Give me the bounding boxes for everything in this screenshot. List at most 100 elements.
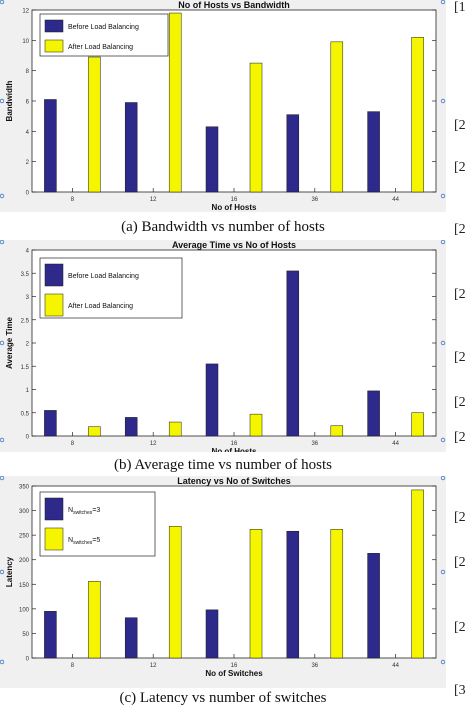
bar-series-2: [88, 581, 101, 659]
resize-handle: [0, 0, 5, 5]
y-tick-label: 4: [26, 249, 30, 255]
caption-b: (b) Average time vs number of hosts: [113, 457, 332, 473]
y-tick-label: 200: [19, 558, 30, 564]
bar-series-1: [205, 126, 219, 193]
legend-swatch: [44, 39, 64, 53]
caption-c: (c) Latency vs number of switches: [119, 690, 327, 706]
y-tick-label: 2: [26, 342, 30, 348]
bar-series-1: [124, 417, 138, 437]
bar-series-1: [286, 530, 300, 659]
bar-series-2: [249, 413, 263, 437]
legend-swatch: [44, 527, 64, 551]
resize-handle: [0, 193, 5, 199]
bar-series-1: [205, 363, 219, 437]
y-tick-label: 1.5: [21, 365, 30, 371]
resize-handle: [0, 340, 5, 346]
reference-fragment: [2: [454, 287, 466, 302]
bar-series-1: [367, 390, 380, 437]
bar-series-1: [44, 611, 57, 659]
legend-box: [39, 257, 183, 319]
resize-handle: [0, 239, 5, 245]
x-axis-label: No of Switches: [205, 669, 263, 678]
chart-title: No of Hosts vs Bandwidth: [178, 0, 290, 10]
y-tick-label: 0: [26, 191, 30, 197]
legend-label: Nswitches=3: [68, 507, 100, 516]
reference-fragment: [2: [454, 118, 466, 133]
x-tick-label: 44: [392, 197, 399, 203]
chart-panel-a: No of Hosts vs Bandwidth 0 2 4 6 8 10 12 Bandwid…: [0, 0, 446, 212]
bar-series-1: [124, 617, 138, 659]
x-tick-label: 36: [311, 441, 318, 447]
y-tick-label: 1: [26, 388, 30, 394]
legend-swatch: [44, 497, 64, 521]
bar-series-1: [367, 111, 380, 193]
legend-swatch: [44, 19, 64, 33]
y-tick-label: 0: [26, 435, 30, 441]
y-tick-label: 0: [26, 657, 30, 663]
resize-handle: [0, 437, 5, 443]
bar-series-1: [205, 609, 219, 659]
y-tick-label: 2.5: [21, 318, 30, 324]
reference-fragment: [2: [454, 510, 466, 525]
caption-a: (a) Bandwidth vs number of hosts: [121, 219, 325, 235]
x-tick-label: 12: [150, 197, 157, 203]
x-tick-label: 8: [71, 441, 75, 447]
y-axis-label: Bandwidth: [5, 80, 14, 121]
y-axis-label: Average Time: [5, 316, 14, 369]
y-tick-label: 100: [19, 607, 30, 613]
legend-label: After Load Balancing: [68, 44, 133, 51]
bar-series-2: [330, 528, 344, 659]
bar-series-1: [44, 99, 57, 193]
resize-handle: [440, 340, 446, 346]
reference-fragment: [2: [454, 430, 466, 445]
y-tick-label: 0.5: [21, 411, 30, 417]
resize-handle: [0, 569, 5, 575]
bar-series-1: [124, 102, 138, 193]
resize-handle: [440, 0, 446, 5]
legend-swatch: [44, 263, 64, 287]
bar-series-2: [411, 37, 424, 193]
bar-series-2: [249, 62, 263, 193]
y-tick-label: 3: [26, 295, 30, 301]
reference-fragment: [1: [454, 0, 466, 15]
y-tick-label: 2: [26, 160, 30, 166]
latency-chart: Latency vs No of Switches 0 50 100 150 200 250…: [0, 475, 446, 678]
reference-fragment: [2: [454, 350, 466, 365]
legend-label: Before Load Balancing: [68, 273, 139, 280]
bar-series-2: [168, 421, 182, 437]
x-axis-label: No of Hosts: [212, 203, 257, 212]
legend-label: Before Load Balancing: [68, 24, 139, 31]
reference-fragment: [2: [454, 160, 466, 175]
x-axis-label: No of Hosts: [212, 447, 257, 452]
y-tick-label: 10: [22, 39, 29, 45]
chart-title: Average Time vs No of Hosts: [172, 240, 296, 250]
average-time-chart: Average Time vs No of Hosts 0 0.5 1 1.5 2 2.5 3…: [0, 239, 446, 456]
resize-handle: [440, 569, 446, 575]
chart-panel-c: Latency vs No of Switches 0 50 100 150 200 250…: [0, 475, 446, 688]
x-tick-label: 16: [231, 441, 238, 447]
bar-series-1: [367, 553, 380, 659]
resize-handle: [440, 193, 446, 199]
resize-handle: [440, 475, 446, 481]
x-tick-label: 44: [392, 441, 399, 447]
bar-series-1: [286, 114, 300, 193]
x-tick-label: 36: [311, 197, 318, 203]
reference-fragment: [2: [454, 395, 466, 410]
bar-series-2: [88, 426, 101, 437]
reference-fragment: [3: [454, 683, 466, 698]
bar-series-2: [249, 528, 263, 659]
x-tick-label: 16: [231, 663, 238, 669]
y-tick-label: 350: [19, 485, 30, 491]
x-tick-label: 8: [71, 197, 75, 203]
resize-handle: [0, 475, 5, 481]
y-tick-label: 12: [22, 9, 29, 15]
resize-handle: [0, 659, 5, 665]
bar-series-1: [44, 410, 57, 437]
y-tick-label: 150: [19, 583, 30, 589]
resize-handle: [440, 659, 446, 665]
x-tick-label: 12: [150, 663, 157, 669]
y-tick-label: 6: [26, 100, 30, 106]
bar-series-2: [411, 412, 424, 437]
y-tick-label: 4: [26, 130, 30, 136]
bar-series-2: [88, 56, 101, 193]
